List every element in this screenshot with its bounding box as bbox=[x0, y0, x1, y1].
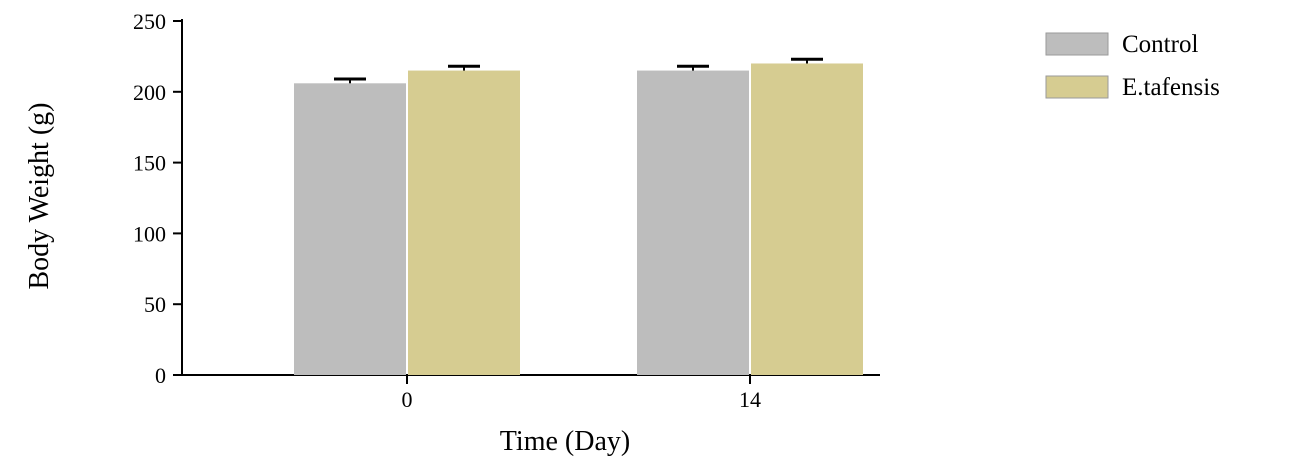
legend-swatch bbox=[1045, 32, 1109, 56]
legend-swatch bbox=[1045, 75, 1109, 99]
x-tick-labels: 0 14 bbox=[402, 387, 762, 412]
y-tick-labels: 0 50 100 150 200 250 bbox=[133, 9, 166, 388]
bar bbox=[637, 70, 749, 375]
x-tick-label: 0 bbox=[402, 387, 413, 412]
x-axis-title: Time (Day) bbox=[500, 426, 630, 457]
y-tick-label: 250 bbox=[133, 9, 166, 34]
y-tick-label: 50 bbox=[144, 292, 166, 317]
bar bbox=[408, 70, 520, 375]
legend-label: E.tafensis bbox=[1122, 74, 1220, 101]
y-tick-label: 0 bbox=[155, 363, 166, 388]
x-tick-label: 14 bbox=[739, 387, 761, 412]
bar bbox=[751, 63, 863, 375]
y-tick-label: 150 bbox=[133, 151, 166, 176]
bar bbox=[294, 83, 406, 375]
y-axis-title: Body Weight (g) bbox=[24, 103, 55, 290]
legend-label: Control bbox=[1122, 31, 1198, 58]
y-tick-label: 200 bbox=[133, 80, 166, 105]
bars bbox=[294, 63, 863, 375]
y-tick-label: 100 bbox=[133, 221, 166, 246]
legend: Control E.tafensis bbox=[1045, 31, 1220, 101]
error-bars bbox=[334, 57, 823, 84]
